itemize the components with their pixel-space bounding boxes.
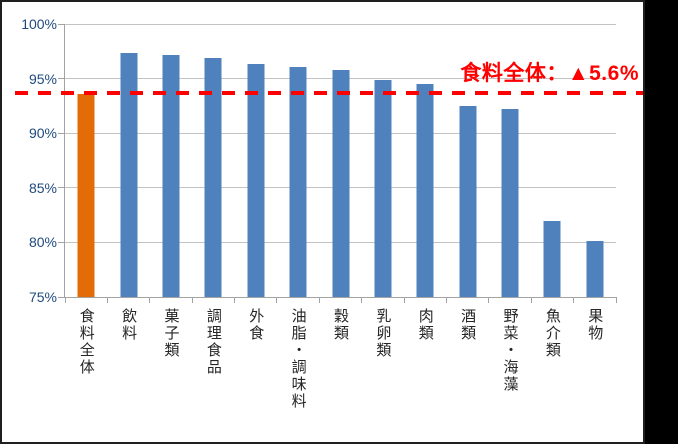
category-label-12: 魚介類 xyxy=(543,308,561,359)
y-axis-tick xyxy=(58,296,65,298)
y-tick-label-85: 85% xyxy=(28,179,57,196)
x-axis-tick xyxy=(615,297,617,303)
x-axis-tick xyxy=(361,297,363,303)
x-axis-tick xyxy=(276,297,278,303)
y-tick-label-75: 75% xyxy=(28,289,57,305)
chart-bar-6 xyxy=(289,66,307,297)
chart-bar-3 xyxy=(162,54,180,297)
y-tick-label-80: 80% xyxy=(28,234,57,251)
y-axis-line xyxy=(64,24,65,297)
category-label-8: 乳卵類 xyxy=(374,308,392,359)
plot-area xyxy=(58,23,617,303)
category-label-7: 穀類 xyxy=(332,308,349,342)
category-label-6: 油脂・調味料 xyxy=(289,308,307,410)
category-label-11: 野菜・海藻 xyxy=(501,308,519,393)
gridline-100 xyxy=(65,23,616,25)
chart-bar-10 xyxy=(459,105,477,297)
x-axis-tick xyxy=(106,297,108,303)
x-axis-tick xyxy=(318,297,320,303)
chart-bar-11 xyxy=(501,109,519,297)
y-axis-tick xyxy=(58,187,65,189)
chart-bar-9 xyxy=(416,84,434,297)
reference-dashed-line xyxy=(15,90,643,95)
y-axis-tick xyxy=(58,132,65,134)
category-label-2: 飲料 xyxy=(120,308,138,342)
reference-line-annotation: 食料全体：▲5.6% xyxy=(460,62,639,85)
category-label-13: 果物 xyxy=(586,308,604,342)
y-axis-tick xyxy=(58,78,65,80)
x-axis-tick xyxy=(64,297,66,303)
chart-bar-12 xyxy=(543,220,561,297)
chart-bar-5 xyxy=(247,64,265,297)
chart-bar-13 xyxy=(586,241,604,297)
chart-bar-2 xyxy=(120,53,138,297)
x-axis-tick xyxy=(530,297,532,303)
x-axis-tick xyxy=(488,297,490,303)
chart-box: 75% 80% 85% 90% 95% 100% 食料全体 飲料 菓子類 調理食品 外食 油脂・調味… xyxy=(0,0,645,444)
x-axis-labels: 食料全体 飲料 菓子類 調理食品 外食 油脂・調味料 穀類 乳卵類 肉類 酒類 野菜・海藻 魚介類 果物 xyxy=(65,308,616,443)
chart-bar-7 xyxy=(332,69,349,297)
y-tick-label-90: 90% xyxy=(28,125,57,142)
category-label-9: 肉類 xyxy=(416,308,434,342)
chart-bar-1 xyxy=(77,93,95,297)
category-label-1: 食料全体 xyxy=(77,308,95,376)
category-label-5: 外食 xyxy=(247,308,265,342)
chart-bar-4 xyxy=(204,57,222,297)
x-axis-tick xyxy=(149,297,151,303)
gridline-75 xyxy=(65,296,616,298)
chart-bar-8 xyxy=(374,79,392,297)
category-label-4: 調理食品 xyxy=(204,308,222,376)
y-tick-label-100: 100% xyxy=(21,16,57,32)
x-axis-tick xyxy=(445,297,447,303)
y-tick-label-95: 95% xyxy=(28,70,57,87)
x-axis-tick xyxy=(573,297,575,303)
y-axis-tick xyxy=(58,23,65,25)
x-axis-tick xyxy=(191,297,193,303)
y-axis-tick xyxy=(58,241,65,243)
category-label-10: 酒類 xyxy=(459,308,477,342)
x-axis-tick xyxy=(234,297,236,303)
x-axis-tick xyxy=(403,297,405,303)
category-label-3: 菓子類 xyxy=(162,308,180,359)
